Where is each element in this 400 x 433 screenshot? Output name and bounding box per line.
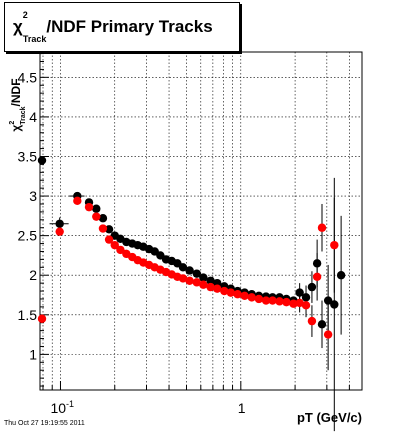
data-point bbox=[301, 301, 311, 310]
y-tick-label: 3.5 bbox=[18, 148, 38, 164]
data-point bbox=[282, 297, 291, 307]
x-tick-label-base: 10 bbox=[50, 400, 66, 416]
data-point bbox=[307, 282, 317, 292]
data-point bbox=[185, 266, 194, 275]
data-point bbox=[55, 227, 64, 236]
data-point bbox=[289, 299, 298, 308]
data-point bbox=[199, 273, 208, 282]
x-tick-label: 1 bbox=[238, 400, 246, 416]
x-tick-label: 10-1 bbox=[50, 399, 74, 416]
data-point bbox=[226, 288, 235, 297]
axis-ticks bbox=[40, 53, 350, 390]
y-axis-label-sub: Track bbox=[20, 106, 27, 124]
data-point bbox=[116, 245, 125, 255]
grid-lines bbox=[40, 52, 362, 390]
data-point bbox=[240, 291, 249, 301]
data-point bbox=[104, 225, 114, 234]
data-point bbox=[233, 290, 242, 299]
timestamp-footer: Thu Oct 27 19:19:55 2011 bbox=[4, 420, 85, 427]
y-axis-label-sup: 2 bbox=[9, 121, 16, 125]
title-rest: /NDF Primary Tracks bbox=[46, 17, 212, 36]
data-point bbox=[247, 293, 256, 302]
data-point bbox=[254, 294, 264, 304]
title-sub: Track bbox=[23, 34, 48, 44]
data-point bbox=[192, 269, 201, 278]
y-tick-label: 2.5 bbox=[18, 228, 38, 244]
data-point bbox=[312, 272, 322, 282]
x-tick-label-base: 1 bbox=[238, 400, 246, 416]
data-point bbox=[55, 219, 64, 228]
data-point bbox=[37, 156, 47, 165]
data-point bbox=[275, 297, 284, 306]
y-axis-label-chi: χ bbox=[9, 125, 23, 132]
data-point bbox=[178, 263, 188, 272]
chart-title: χ2 Track/NDF Primary Tracks bbox=[13, 10, 213, 44]
data-point bbox=[206, 282, 215, 292]
data-point bbox=[268, 296, 277, 305]
data-point bbox=[330, 240, 339, 250]
data-point bbox=[336, 271, 346, 280]
data-point bbox=[213, 284, 222, 293]
data-point bbox=[98, 224, 108, 233]
data-point bbox=[199, 280, 208, 289]
data-point bbox=[104, 235, 114, 244]
y-tick-label: 3 bbox=[29, 188, 37, 204]
data-point bbox=[307, 316, 317, 326]
data-point bbox=[295, 288, 304, 297]
x-axis-label: pT (GeV/c) bbox=[297, 410, 362, 425]
data-point bbox=[206, 276, 215, 285]
data-point bbox=[84, 202, 94, 212]
data-point bbox=[92, 212, 101, 221]
data-point bbox=[98, 214, 108, 223]
data-point bbox=[73, 196, 82, 206]
y-tick-label: 1.5 bbox=[18, 307, 38, 323]
data-point bbox=[295, 298, 304, 308]
data-point bbox=[317, 320, 327, 329]
y-tick-label: 4.5 bbox=[18, 69, 38, 85]
chart-title-box: χ2 Track/NDF Primary Tracks bbox=[4, 2, 240, 52]
x-tick-label-exponent: -1 bbox=[66, 399, 74, 409]
data-point bbox=[323, 330, 333, 339]
data-point bbox=[330, 300, 339, 309]
data-point bbox=[92, 204, 101, 213]
data-point bbox=[178, 274, 188, 283]
y-axis-label-rest: /NDF bbox=[9, 78, 23, 106]
title-chi: χ bbox=[13, 17, 23, 36]
data-point bbox=[220, 286, 229, 296]
data-point bbox=[110, 240, 119, 250]
data-point bbox=[185, 276, 194, 285]
data-point bbox=[192, 278, 201, 287]
data-point bbox=[317, 223, 327, 232]
x-tick-labels: 10-1 1 bbox=[50, 399, 245, 416]
y-tick-label: 1 bbox=[29, 346, 37, 362]
data-series bbox=[37, 156, 346, 432]
series-1 bbox=[37, 196, 339, 371]
y-axis-label: χ2 Track/NDF bbox=[9, 78, 27, 131]
data-point bbox=[37, 314, 47, 323]
data-point bbox=[261, 296, 271, 305]
title-sup: 2 bbox=[23, 10, 28, 20]
y-tick-labels: 1 1.5 2 2.5 3 3.5 4 4.5 bbox=[18, 69, 38, 362]
y-tick-label: 4 bbox=[29, 109, 37, 125]
y-tick-label: 2 bbox=[29, 267, 37, 283]
